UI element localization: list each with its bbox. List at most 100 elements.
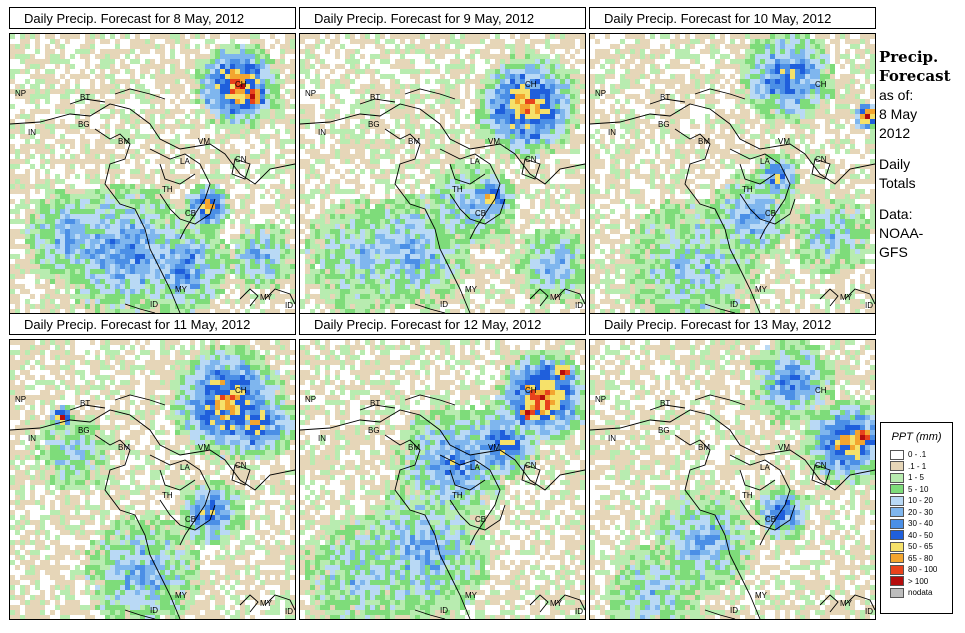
precip-cell (85, 59, 90, 64)
panel-title: Daily Precip. Forecast for 8 May, 2012 (9, 7, 296, 29)
precip-cell (405, 219, 410, 224)
precip-cell (290, 269, 295, 274)
precip-cell (45, 89, 50, 94)
precip-cell (50, 234, 55, 239)
precip-cell (450, 114, 455, 119)
precip-cell (450, 209, 455, 214)
precip-cell (195, 44, 200, 49)
precip-cell (250, 59, 255, 64)
precip-cell (110, 59, 115, 64)
precip-cell (300, 59, 305, 64)
precip-cell (170, 139, 175, 144)
precip-cell (485, 219, 490, 224)
precip-cell (245, 209, 250, 214)
precip-cell (225, 199, 230, 204)
precip-cell (190, 224, 195, 229)
precip-cell (245, 174, 250, 179)
precip-cell (550, 114, 555, 119)
precip-cell (185, 259, 190, 264)
precip-cell (245, 219, 250, 224)
precip-cell (500, 289, 505, 294)
precip-cell (275, 229, 280, 234)
precip-cell (425, 199, 430, 204)
precip-cell (290, 139, 295, 144)
precip-cell (465, 259, 470, 264)
precip-cell (305, 224, 310, 229)
precip-cell (185, 174, 190, 179)
precip-cell (470, 79, 475, 84)
precip-cell (545, 204, 550, 209)
precip-cell (330, 269, 335, 274)
precip-cell (240, 109, 245, 114)
precip-cell (25, 204, 30, 209)
precip-cell (360, 299, 365, 304)
precip-cell (110, 114, 115, 119)
precip-cell (565, 69, 570, 74)
precip-cell (190, 124, 195, 129)
precip-cell (485, 134, 490, 139)
precip-cell (435, 34, 440, 39)
precip-cell (315, 244, 320, 249)
precip-cell (550, 264, 555, 269)
precip-cell (385, 279, 390, 284)
precip-cell (195, 239, 200, 244)
precip-cell (525, 169, 530, 174)
precip-cell (340, 299, 345, 304)
precip-cell (490, 69, 495, 74)
precip-cell (170, 174, 175, 179)
precip-cell (360, 259, 365, 264)
precip-cell (245, 94, 250, 99)
precip-cell (165, 264, 170, 269)
precip-cell (270, 44, 275, 49)
precip-cell (370, 239, 375, 244)
precip-cell (90, 129, 95, 134)
precip-cell (155, 129, 160, 134)
precip-cell (405, 174, 410, 179)
precip-cell (465, 79, 470, 84)
precip-cell (490, 89, 495, 94)
precip-cell (40, 244, 45, 249)
precip-cell (475, 224, 480, 229)
precip-cell (185, 304, 190, 309)
precip-cell (280, 274, 285, 279)
precip-cell (135, 129, 140, 134)
country-border (94, 128, 181, 313)
precip-cell (140, 169, 145, 174)
precip-cell (480, 124, 485, 129)
precip-cell (25, 304, 30, 309)
precip-cell (510, 169, 515, 174)
precip-cell (510, 79, 515, 84)
precip-cell (170, 224, 175, 229)
precip-cell (280, 269, 285, 274)
precip-cell (65, 184, 70, 189)
precip-cell (555, 254, 560, 259)
precip-cell (110, 239, 115, 244)
precip-cell (330, 284, 335, 289)
precip-cell (85, 219, 90, 224)
precip-cell (290, 274, 295, 279)
precip-cell (75, 254, 80, 259)
precip-cell (240, 124, 245, 129)
precip-cell (215, 54, 220, 59)
precip-cell (470, 189, 475, 194)
precip-cell (210, 69, 215, 74)
precip-cell (335, 279, 340, 284)
precip-cell (195, 124, 200, 129)
precip-cell (290, 129, 295, 134)
precip-cell (260, 89, 265, 94)
precip-cell (60, 239, 65, 244)
precip-cell (415, 179, 420, 184)
precip-cell (440, 264, 445, 269)
precip-cell (450, 204, 455, 209)
precip-cell (565, 109, 570, 114)
precip-cell (400, 239, 405, 244)
precip-cell (470, 239, 475, 244)
precip-cell (190, 64, 195, 69)
country-label: CH (235, 80, 247, 89)
precip-cell (20, 284, 25, 289)
precip-cell (60, 194, 65, 199)
precip-cell (130, 214, 135, 219)
precip-cell (485, 84, 490, 89)
precip-cell (575, 244, 580, 249)
precip-cell (80, 234, 85, 239)
